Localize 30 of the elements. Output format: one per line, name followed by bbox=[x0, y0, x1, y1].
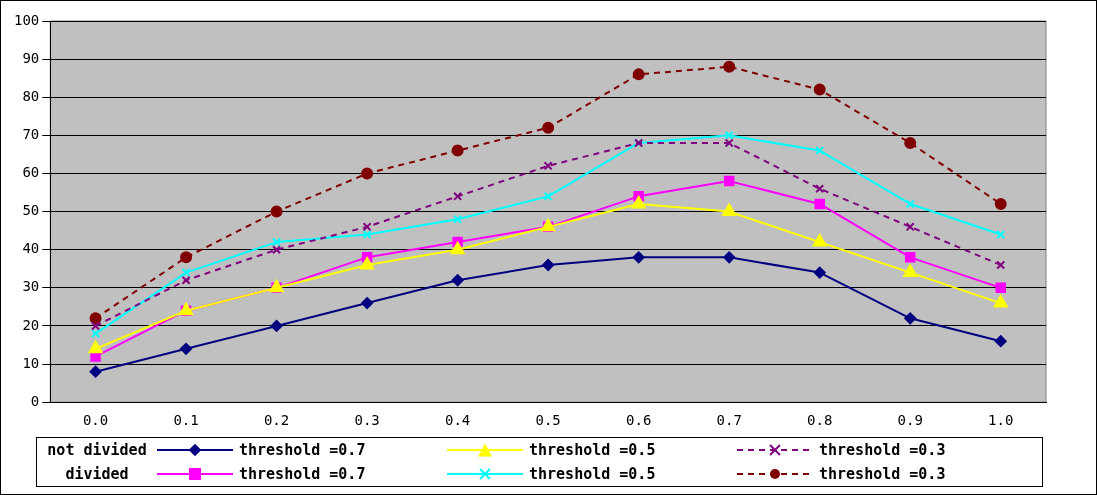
x-tick-label: 1.0 bbox=[988, 412, 1014, 429]
x-tick-label: 0.1 bbox=[173, 412, 199, 429]
legend-label: threshold =0.5 bbox=[529, 465, 656, 483]
y-tick-label: 60 bbox=[22, 164, 40, 181]
x-tick-label: 0.7 bbox=[716, 412, 742, 429]
y-tick-label: 80 bbox=[22, 87, 40, 104]
y-tick-label: 0 bbox=[30, 392, 40, 409]
x-tick-label: 0.9 bbox=[897, 412, 923, 429]
text: not divided bbox=[46, 440, 148, 459]
y-tick-label: 30 bbox=[22, 278, 40, 295]
y-tick-label: 40 bbox=[22, 240, 40, 257]
x-tick-label: 0.8 bbox=[807, 412, 833, 429]
legend-label: threshold =0.7 bbox=[239, 465, 366, 483]
x-tick-label: 0.0 bbox=[82, 412, 109, 429]
y-tick-label: 90 bbox=[22, 49, 40, 66]
legend-label: threshold =0.3 bbox=[819, 465, 946, 483]
legend-label: threshold =0.3 bbox=[819, 441, 946, 459]
x-tick-label: 0.4 bbox=[444, 412, 471, 429]
y-tick-label: 100 bbox=[13, 11, 40, 28]
text: divided bbox=[64, 464, 130, 483]
legend-label: threshold =0.7 bbox=[239, 441, 366, 459]
x-tick-label: 0.3 bbox=[354, 412, 380, 429]
x-tick-label: 0.2 bbox=[263, 412, 290, 429]
y-tick-label: 10 bbox=[22, 354, 40, 371]
y-tick-label: 50 bbox=[22, 202, 40, 219]
legend-label: threshold =0.5 bbox=[529, 441, 656, 459]
y-tick-label: 20 bbox=[22, 316, 40, 333]
y-tick-label: 70 bbox=[22, 126, 40, 142]
x-tick-label: 0.6 bbox=[626, 412, 652, 429]
x-tick-label: 0.5 bbox=[535, 412, 561, 429]
